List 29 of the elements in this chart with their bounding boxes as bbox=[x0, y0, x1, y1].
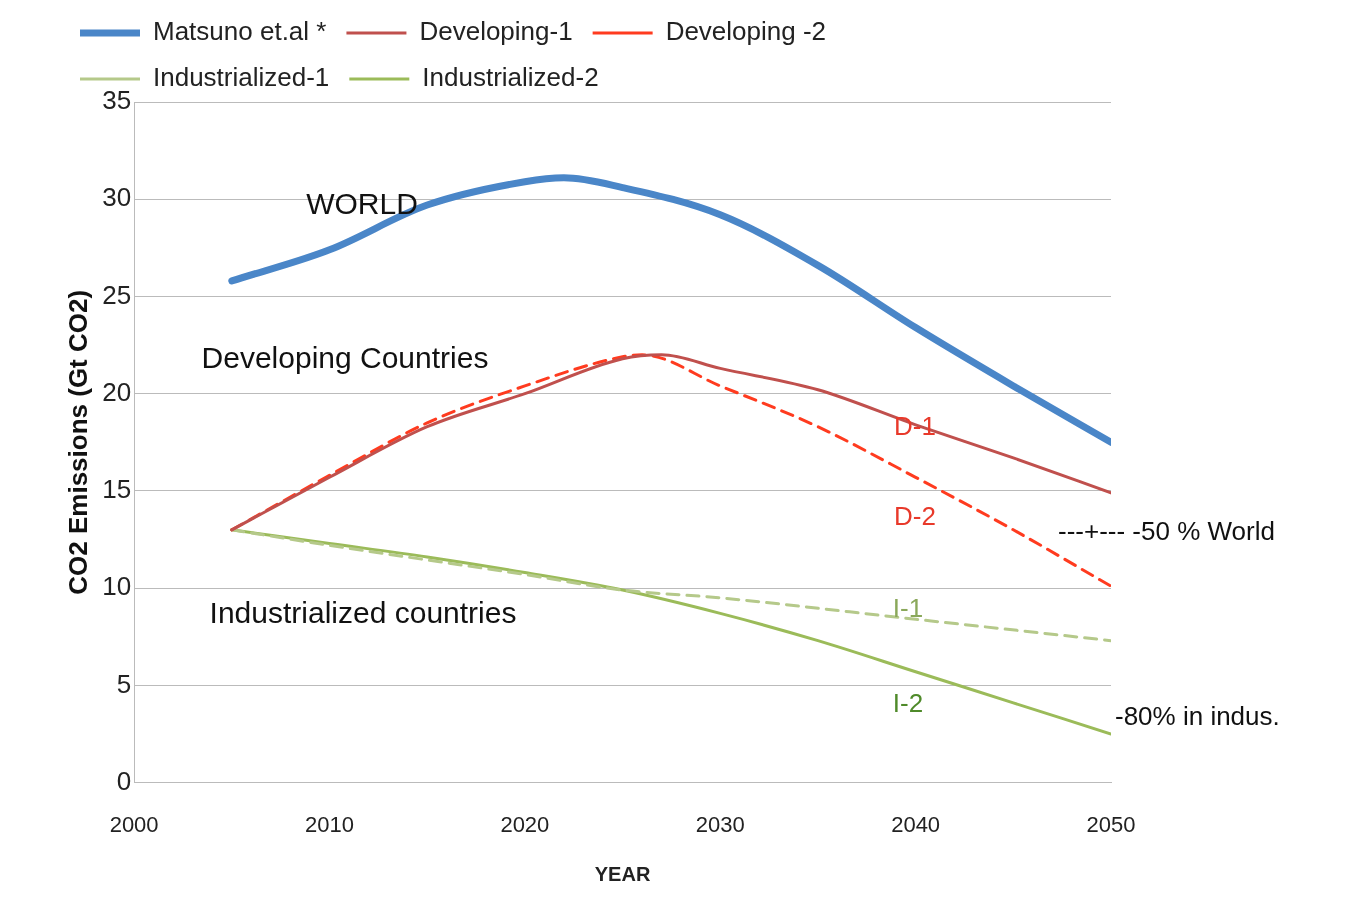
annotation: Industrialized countries bbox=[209, 596, 517, 630]
annotation: I-2 bbox=[892, 688, 924, 719]
text: -80% in indus. bbox=[1115, 701, 1280, 732]
annotation: D-2 bbox=[894, 501, 936, 532]
annotation: Developing Countries bbox=[201, 341, 489, 375]
annotation: ---+--- -50 % World bbox=[1058, 516, 1275, 547]
x-tick-label: 2000 bbox=[109, 811, 159, 837]
y-tick-label: 35 bbox=[102, 85, 132, 116]
y-axis-title: CO2 Emissions (Gt CO2) bbox=[62, 289, 93, 595]
y-tick-label: 30 bbox=[102, 182, 132, 213]
x-tick-label: 2050 bbox=[1086, 811, 1136, 837]
y-tick-label: 0 bbox=[116, 765, 132, 796]
annotation: WORLD bbox=[306, 187, 418, 221]
legend-label: Developing -2 bbox=[665, 16, 827, 47]
legend-label: Matsuno et.al * bbox=[153, 16, 327, 47]
legend-label: Industrialized-1 bbox=[153, 62, 330, 93]
legend-label: Industrialized-2 bbox=[422, 62, 599, 93]
x-axis-title: YEAR bbox=[594, 862, 651, 885]
x-tick-label: 2010 bbox=[305, 811, 354, 837]
annotation: I-1 bbox=[892, 593, 924, 624]
y-tick-label: 15 bbox=[102, 474, 132, 505]
x-tick-label: 2020 bbox=[500, 811, 550, 837]
y-tick-label: 5 bbox=[116, 668, 132, 699]
x-tick-label: 2030 bbox=[695, 811, 745, 837]
y-tick-label: 10 bbox=[102, 571, 132, 602]
y-tick-label: 20 bbox=[102, 376, 132, 407]
y-tick-label: 25 bbox=[102, 279, 132, 310]
x-tick-label: 2040 bbox=[891, 811, 941, 837]
legend-label: Developing-1 bbox=[419, 16, 573, 47]
